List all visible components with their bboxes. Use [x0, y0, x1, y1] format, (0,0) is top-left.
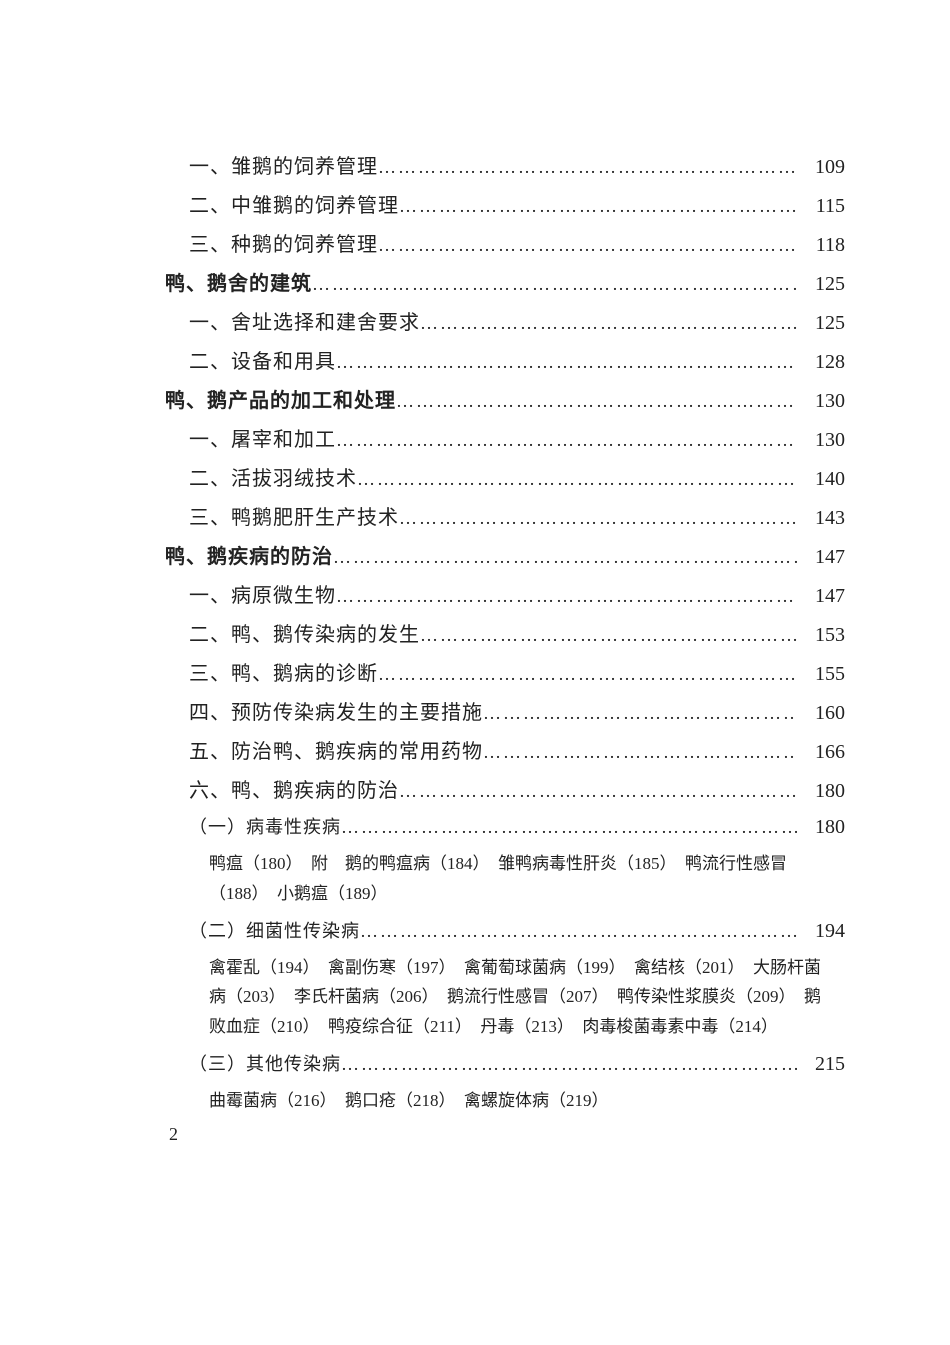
toc-page-number: 153: [797, 624, 845, 647]
toc-label: 鸭、鹅产品的加工和处理: [165, 384, 396, 413]
toc-page-number: 143: [797, 507, 845, 530]
toc-row: 一、屠宰和加工…………………………………………………………………………………………: [165, 423, 845, 452]
toc-label: 一、雏鹅的饲养管理: [189, 150, 378, 179]
toc-label: 鸭、鹅疾病的防治: [165, 540, 333, 569]
toc-leader: ……………………………………………………………………………………………………………: [333, 547, 797, 568]
toc-list: 一、雏鹅的饲养管理……………………………………………………………………………………: [165, 150, 845, 839]
toc-page-number: 109: [797, 156, 845, 179]
toc-page-number: 125: [797, 273, 845, 296]
toc-label: 一、舍址选择和建舍要求: [189, 306, 420, 335]
toc-label: （一）病毒性疾病: [189, 813, 341, 839]
toc-leader: ……………………………………………………………………………………………………………: [483, 703, 797, 724]
toc-label: 二、设备和用具: [189, 345, 336, 374]
toc-row: 五、防治鸭、鹅疾病的常用药物………………………………………………………………………: [165, 735, 845, 764]
toc-label: 五、防治鸭、鹅疾病的常用药物: [189, 735, 483, 764]
toc-detail-para-1: 鸭瘟（180） 附 鹅的鸭瘟病（184） 雏鸭病毒性肝炎（185） 鸭流行性感冒…: [209, 849, 835, 909]
toc-row: 一、雏鹅的饲养管理……………………………………………………………………………………: [165, 150, 845, 179]
toc-page-number: 118: [797, 234, 845, 257]
toc-label: 鸭、鹅舍的建筑: [165, 267, 312, 296]
toc-page-number: 125: [797, 312, 845, 335]
toc-row: 鸭、鹅疾病的防治………………………………………………………………………………………: [165, 540, 845, 569]
toc-row: 二、中雏鹅的饲养管理…………………………………………………………………………………: [165, 189, 845, 218]
toc-page-number: 180: [797, 780, 845, 803]
toc-page-number: 130: [797, 390, 845, 413]
toc-leader: ……………………………………………………………………………………………………………: [336, 430, 797, 451]
toc-page-number: 166: [797, 741, 845, 764]
toc-leader: ……………………………………………………………………………………………………………: [396, 391, 797, 412]
toc-label: （二）细菌性传染病: [189, 917, 360, 943]
toc-leader: ……………………………………………………………………………………………………………: [399, 781, 797, 802]
toc-page-number: 215: [797, 1053, 845, 1076]
toc-page-number: 155: [797, 663, 845, 686]
toc-label: （三）其他传染病: [189, 1050, 341, 1076]
toc-page-number: 147: [797, 585, 845, 608]
toc-detail-para-3: 曲霉菌病（216） 鹅口疮（218） 禽螺旋体病（219）: [209, 1086, 835, 1116]
toc-label: 三、鸭、鹅病的诊断: [189, 657, 378, 686]
toc-label: 三、鸭鹅肥肝生产技术: [189, 501, 399, 530]
toc-row: 三、鸭、鹅病的诊断……………………………………………………………………………………: [165, 657, 845, 686]
toc-row: 鸭、鹅舍的建筑…………………………………………………………………………………………: [165, 267, 845, 296]
toc-page-number: 130: [797, 429, 845, 452]
toc-leader: ……………………………………………………………………………………………………………: [378, 664, 797, 685]
toc-page: 一、雏鹅的饲养管理……………………………………………………………………………………: [165, 150, 845, 1145]
toc-leader: ……………………………………………………………………………………………………………: [378, 235, 797, 256]
toc-row: （一）病毒性疾病………………………………………………………………………………………: [165, 813, 845, 839]
toc-row: 一、舍址选择和建舍要求………………………………………………………………………………: [165, 306, 845, 335]
toc-leader: ……………………………………………………………………………………………………………: [341, 1054, 797, 1075]
toc-leader: ……………………………………………………………………………………………………………: [420, 625, 797, 646]
toc-row: 二、活拔羽绒技术………………………………………………………………………………………: [165, 462, 845, 491]
toc-leader: ……………………………………………………………………………………………………………: [483, 742, 797, 763]
toc-row: 二、鸭、鹅传染病的发生………………………………………………………………………………: [165, 618, 845, 647]
page-number: 2: [169, 1124, 845, 1145]
toc-label: 三、种鹅的饲养管理: [189, 228, 378, 257]
toc-row: 三、鸭鹅肥肝生产技术…………………………………………………………………………………: [165, 501, 845, 530]
toc-leader: ……………………………………………………………………………………………………………: [378, 157, 797, 178]
toc-page-number: 147: [797, 546, 845, 569]
toc-row-sub3: （三）其他传染病 ……………………………………………………………………………………: [165, 1050, 845, 1076]
toc-row: 三、种鹅的饲养管理……………………………………………………………………………………: [165, 228, 845, 257]
toc-leader: ……………………………………………………………………………………………………………: [399, 196, 797, 217]
toc-page-number: 115: [797, 195, 845, 218]
toc-label: 六、鸭、鹅疾病的防治: [189, 774, 399, 803]
toc-leader: ……………………………………………………………………………………………………………: [357, 469, 797, 490]
toc-label: 二、中雏鹅的饲养管理: [189, 189, 399, 218]
toc-leader: ……………………………………………………………………………………………………………: [312, 274, 797, 295]
toc-page-number: 180: [797, 816, 845, 839]
toc-row: 四、预防传染病发生的主要措施………………………………………………………………………: [165, 696, 845, 725]
toc-page-number: 160: [797, 702, 845, 725]
toc-label: 二、鸭、鹅传染病的发生: [189, 618, 420, 647]
toc-leader: ……………………………………………………………………………………………………………: [336, 586, 797, 607]
toc-leader: ……………………………………………………………………………………………………………: [341, 817, 797, 838]
toc-row: 鸭、鹅产品的加工和处理………………………………………………………………………………: [165, 384, 845, 413]
toc-row: 二、设备和用具…………………………………………………………………………………………: [165, 345, 845, 374]
toc-leader: ……………………………………………………………………………………………………………: [420, 313, 797, 334]
toc-leader: ……………………………………………………………………………………………………………: [360, 921, 797, 942]
toc-leader: ……………………………………………………………………………………………………………: [336, 352, 797, 373]
toc-page-number: 194: [797, 920, 845, 943]
toc-label: 一、屠宰和加工: [189, 423, 336, 452]
toc-label: 四、预防传染病发生的主要措施: [189, 696, 483, 725]
toc-leader: ……………………………………………………………………………………………………………: [399, 508, 797, 529]
toc-row: 一、病原微生物…………………………………………………………………………………………: [165, 579, 845, 608]
toc-row: 六、鸭、鹅疾病的防治…………………………………………………………………………………: [165, 774, 845, 803]
toc-detail-para-2: 禽霍乱（194） 禽副伤寒（197） 禽葡萄球菌病（199） 禽结核（201） …: [209, 953, 835, 1042]
toc-row-sub2: （二）细菌性传染病 …………………………………………………………………………………: [165, 917, 845, 943]
toc-page-number: 140: [797, 468, 845, 491]
toc-label: 一、病原微生物: [189, 579, 336, 608]
toc-page-number: 128: [797, 351, 845, 374]
toc-label: 二、活拔羽绒技术: [189, 462, 357, 491]
